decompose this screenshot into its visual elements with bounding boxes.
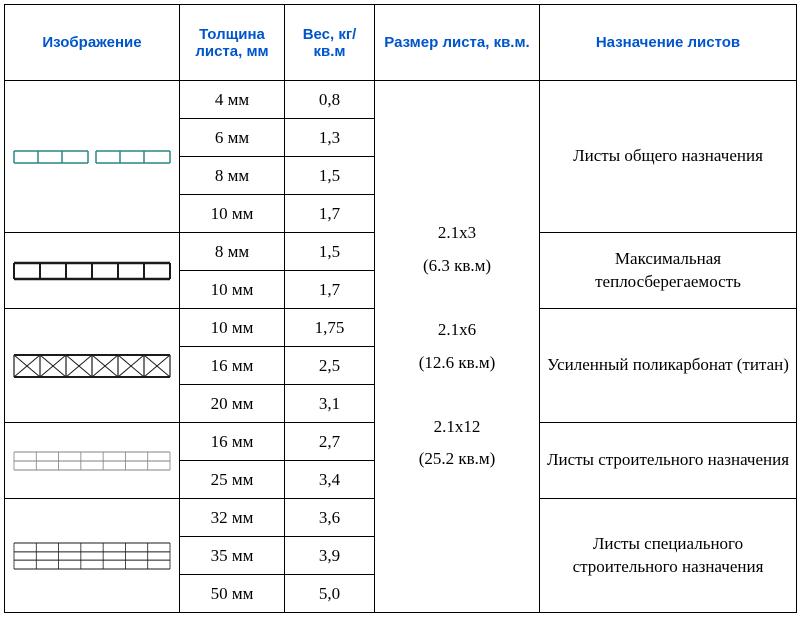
weight-cell: 3,6	[285, 499, 375, 537]
purpose-cell: Листы общего назначения	[540, 81, 797, 233]
weight-cell: 1,5	[285, 233, 375, 271]
thickness-cell: 16 мм	[180, 347, 285, 385]
thickness-cell: 32 мм	[180, 499, 285, 537]
thickness-cell: 35 мм	[180, 537, 285, 575]
weight-cell: 1,3	[285, 119, 375, 157]
header-weight: Вес, кг/кв.м	[285, 5, 375, 81]
purpose-cell: Листы строительного назначения	[540, 423, 797, 499]
profile-image-cell	[5, 309, 180, 423]
thickness-cell: 6 мм	[180, 119, 285, 157]
weight-cell: 0,8	[285, 81, 375, 119]
table-row: 4 мм0,82.1х3(6.3 кв.м) 2.1х6(12.6 кв.м) …	[5, 81, 797, 119]
profile-double-icon	[12, 449, 172, 473]
size-cell: 2.1х3(6.3 кв.м) 2.1х6(12.6 кв.м) 2.1х12(…	[375, 81, 540, 613]
weight-cell: 5,0	[285, 575, 375, 613]
thickness-cell: 25 мм	[180, 461, 285, 499]
header-row: Изображение Толщина листа, мм Вес, кг/кв…	[5, 5, 797, 81]
profile-image-cell	[5, 81, 180, 233]
purpose-cell: Листы специального строительного назначе…	[540, 499, 797, 613]
profile-image-cell	[5, 233, 180, 309]
profile-image-cell	[5, 423, 180, 499]
profile-teal-icon	[12, 148, 172, 166]
thickness-cell: 8 мм	[180, 157, 285, 195]
weight-cell: 1,5	[285, 157, 375, 195]
thickness-cell: 16 мм	[180, 423, 285, 461]
purpose-cell: Усиленный поликарбонат (титан)	[540, 309, 797, 423]
header-size: Размер листа, кв.м.	[375, 5, 540, 81]
header-image: Изображение	[5, 5, 180, 81]
weight-cell: 2,5	[285, 347, 375, 385]
profile-triple-icon	[12, 540, 172, 572]
profile-image-cell	[5, 499, 180, 613]
header-thickness: Толщина листа, мм	[180, 5, 285, 81]
weight-cell: 1,75	[285, 309, 375, 347]
purpose-cell: Максимальная теплосберегаемость	[540, 233, 797, 309]
thickness-cell: 50 мм	[180, 575, 285, 613]
weight-cell: 2,7	[285, 423, 375, 461]
profile-truss-icon	[12, 352, 172, 380]
thickness-cell: 8 мм	[180, 233, 285, 271]
weight-cell: 1,7	[285, 195, 375, 233]
weight-cell: 1,7	[285, 271, 375, 309]
weight-cell: 3,4	[285, 461, 375, 499]
profile-ladder-icon	[12, 260, 172, 282]
thickness-cell: 10 мм	[180, 195, 285, 233]
polycarbonate-table: Изображение Толщина листа, мм Вес, кг/кв…	[4, 4, 797, 613]
thickness-cell: 10 мм	[180, 271, 285, 309]
weight-cell: 3,9	[285, 537, 375, 575]
thickness-cell: 4 мм	[180, 81, 285, 119]
thickness-cell: 10 мм	[180, 309, 285, 347]
weight-cell: 3,1	[285, 385, 375, 423]
header-purpose: Назначение листов	[540, 5, 797, 81]
thickness-cell: 20 мм	[180, 385, 285, 423]
